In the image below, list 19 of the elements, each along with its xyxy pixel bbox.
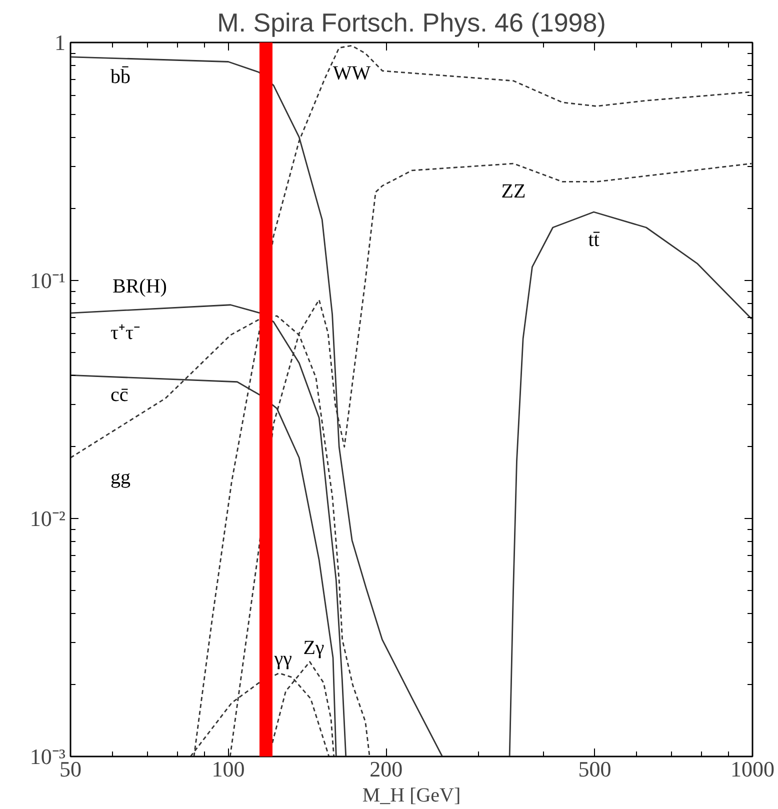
series-label: cc̄: [110, 384, 129, 406]
series-label: WW: [332, 62, 371, 85]
chart-title: M. Spira Fortsch. Phys. 46 (1998): [217, 8, 606, 38]
x-axis-title: M_H [GeV]: [362, 784, 461, 806]
series-label: γγ: [273, 648, 292, 670]
series-label: ZZ: [501, 180, 526, 203]
x-tick-label: 500: [578, 756, 612, 782]
y-tick-label: 10⁻¹: [30, 268, 66, 293]
series-label: Zγ: [303, 636, 324, 659]
series-label: bb̄: [110, 65, 130, 88]
series-label: τ⁺τ⁻: [110, 322, 141, 344]
y-tick-label: 1: [54, 30, 66, 55]
series-label: gg: [110, 466, 130, 489]
y-tick-label: 10⁻²: [30, 506, 66, 531]
series-label: tt̄: [588, 229, 600, 252]
x-tick-label: 100: [212, 756, 245, 782]
x-tick-label: 1000: [730, 756, 774, 782]
x-tick-label: 200: [370, 756, 403, 782]
annotation: BR(H): [112, 276, 167, 298]
